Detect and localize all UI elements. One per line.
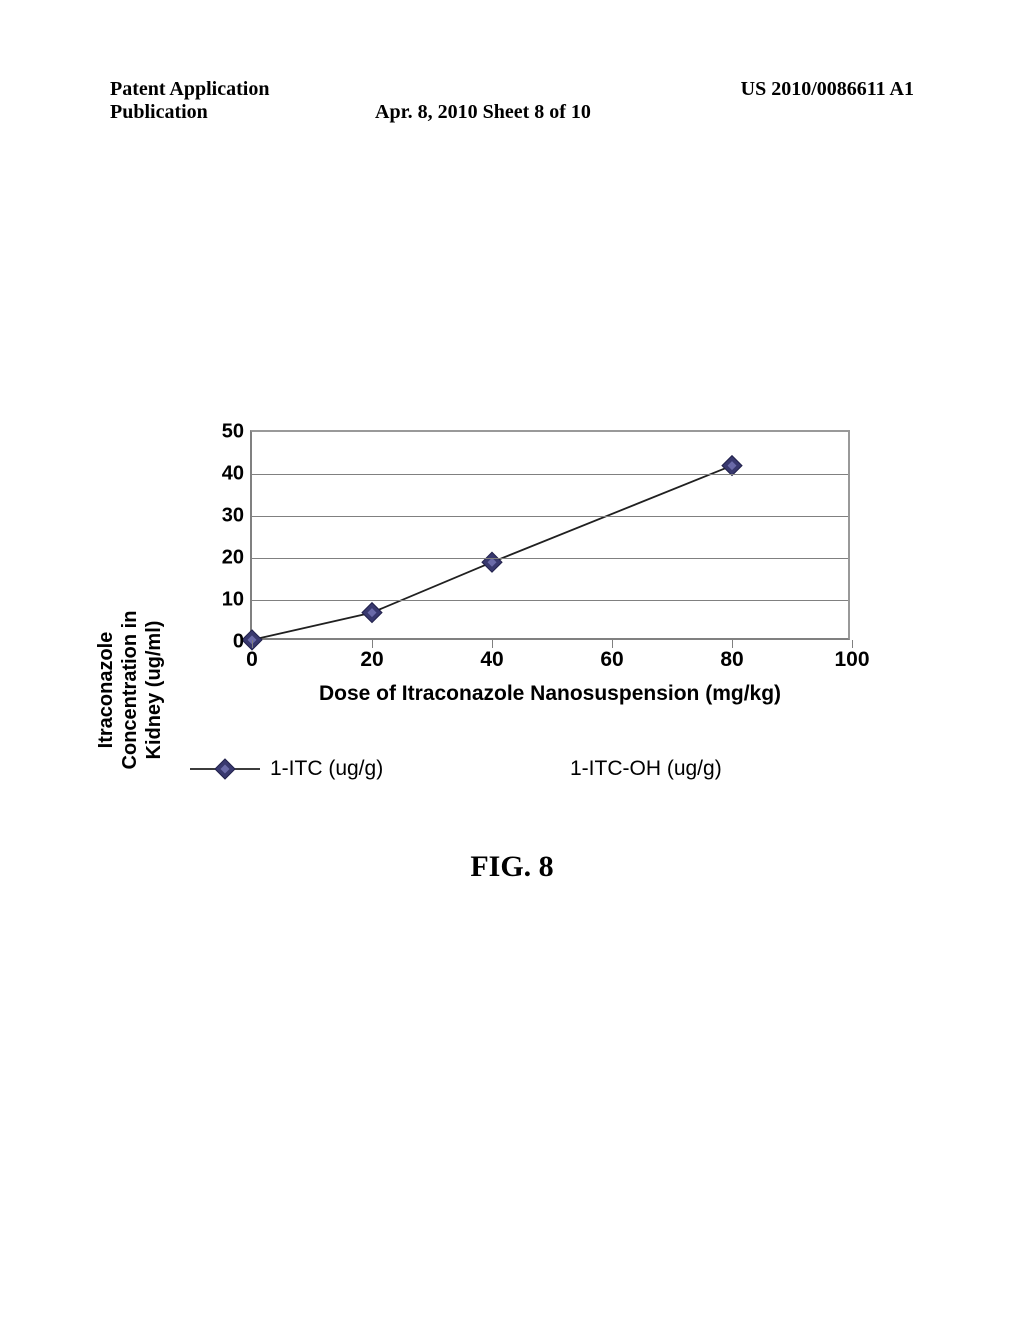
ytick-label: 10 bbox=[222, 589, 244, 612]
xtick-label: 0 bbox=[246, 648, 258, 672]
legend-item-itc: 1-ITC (ug/g) bbox=[190, 760, 383, 778]
xtick bbox=[852, 640, 853, 648]
gridline bbox=[252, 600, 848, 601]
xtick-label: 100 bbox=[834, 648, 869, 672]
ytick-label: 40 bbox=[222, 463, 244, 486]
xtick bbox=[732, 640, 733, 648]
ytick-label: 0 bbox=[233, 631, 244, 654]
y-axis-label: Itraconazole Concentration in Kidney (ug… bbox=[94, 580, 166, 800]
legend-item-itc-oh: 1-ITC-OH (ug/g) bbox=[570, 760, 722, 778]
legend-label-itc: 1-ITC (ug/g) bbox=[270, 760, 383, 778]
chart-series-svg bbox=[252, 432, 852, 642]
x-axis-label: Dose of Itraconazole Nanosuspension (mg/… bbox=[250, 682, 850, 706]
xtick-label: 80 bbox=[720, 648, 743, 672]
diamond-marker bbox=[482, 552, 502, 572]
figure-caption: FIG. 8 bbox=[0, 850, 1024, 884]
gridline bbox=[252, 516, 848, 517]
xtick bbox=[372, 640, 373, 648]
gridline bbox=[252, 474, 848, 475]
legend-marker-itc bbox=[190, 760, 260, 778]
chart-container: Itraconazole Concentration in Kidney (ug… bbox=[140, 430, 870, 730]
plot-area: 01020304050020406080100 bbox=[250, 430, 850, 640]
patent-page-header: Patent Application Publication Apr. 8, 2… bbox=[0, 78, 1024, 124]
xtick-label: 20 bbox=[360, 648, 383, 672]
ytick-label: 50 bbox=[222, 421, 244, 444]
ytick-label: 20 bbox=[222, 547, 244, 570]
header-right: US 2010/0086611 A1 bbox=[741, 78, 914, 101]
diamond-marker bbox=[362, 603, 382, 623]
header-mid: Apr. 8, 2010 Sheet 8 of 10 bbox=[375, 101, 635, 124]
xtick bbox=[492, 640, 493, 648]
ytick-label: 30 bbox=[222, 505, 244, 528]
diamond-marker bbox=[722, 456, 742, 476]
xtick bbox=[612, 640, 613, 648]
xtick-label: 40 bbox=[480, 648, 503, 672]
header-left: Patent Application Publication bbox=[110, 78, 370, 124]
legend-label-itc-oh: 1-ITC-OH (ug/g) bbox=[570, 760, 722, 778]
xtick bbox=[252, 640, 253, 648]
xtick-label: 60 bbox=[600, 648, 623, 672]
chart-legend: 1-ITC (ug/g) 1-ITC-OH (ug/g) bbox=[190, 760, 870, 781]
gridline bbox=[252, 558, 848, 559]
